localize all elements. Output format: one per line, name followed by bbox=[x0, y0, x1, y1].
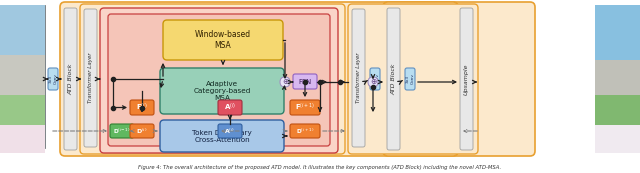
Text: $\mathbf{F}^{(i+1)}$: $\mathbf{F}^{(i+1)}$ bbox=[295, 102, 315, 113]
Text: $\mathbf{A}^{(i)}$: $\mathbf{A}^{(i)}$ bbox=[224, 102, 236, 113]
FancyBboxPatch shape bbox=[110, 124, 134, 138]
FancyBboxPatch shape bbox=[64, 8, 77, 150]
FancyBboxPatch shape bbox=[100, 8, 338, 153]
FancyBboxPatch shape bbox=[163, 20, 283, 60]
Bar bbox=[595, 5, 640, 60]
FancyBboxPatch shape bbox=[160, 120, 284, 152]
Text: ⊕: ⊕ bbox=[282, 78, 288, 86]
FancyBboxPatch shape bbox=[60, 2, 535, 156]
Bar bbox=[0, 5, 45, 55]
FancyBboxPatch shape bbox=[370, 68, 380, 90]
Bar bbox=[0, 5, 45, 148]
Bar bbox=[0, 95, 45, 125]
FancyBboxPatch shape bbox=[460, 8, 473, 150]
Text: Upsample: Upsample bbox=[464, 63, 469, 95]
Text: $\mathbf{D}^{(i\!-\!1)}$: $\mathbf{D}^{(i\!-\!1)}$ bbox=[113, 126, 131, 136]
Text: ⊕: ⊕ bbox=[370, 78, 376, 86]
Text: 3x3
Conv: 3x3 Conv bbox=[371, 74, 380, 84]
FancyBboxPatch shape bbox=[293, 74, 317, 89]
Text: ATD Block: ATD Block bbox=[391, 63, 396, 95]
FancyBboxPatch shape bbox=[160, 68, 284, 114]
Text: Transformer Layer: Transformer Layer bbox=[356, 53, 361, 103]
Bar bbox=[0, 55, 45, 95]
FancyBboxPatch shape bbox=[280, 77, 290, 87]
Text: $\mathbf{D}^{(i)}$: $\mathbf{D}^{(i)}$ bbox=[136, 126, 148, 136]
FancyBboxPatch shape bbox=[387, 8, 400, 150]
FancyBboxPatch shape bbox=[218, 124, 242, 138]
Text: Token Dictionary
Cross-Attention: Token Dictionary Cross-Attention bbox=[192, 130, 252, 143]
Text: Figure 4: The overall architecture of the proposed ATD model. It illustrates the: Figure 4: The overall architecture of th… bbox=[138, 166, 502, 171]
FancyBboxPatch shape bbox=[48, 68, 58, 90]
Bar bbox=[0, 125, 45, 153]
Text: $\mathbf{D}^{(i+1)}$: $\mathbf{D}^{(i+1)}$ bbox=[296, 126, 314, 136]
FancyBboxPatch shape bbox=[290, 100, 320, 115]
FancyBboxPatch shape bbox=[383, 2, 458, 156]
Bar bbox=[595, 95, 640, 125]
Text: Transformer Layer: Transformer Layer bbox=[88, 53, 93, 103]
FancyBboxPatch shape bbox=[218, 100, 242, 115]
Text: 3x3
Conv: 3x3 Conv bbox=[49, 74, 58, 84]
Text: 3x3
Conv: 3x3 Conv bbox=[406, 74, 414, 84]
FancyBboxPatch shape bbox=[405, 68, 415, 90]
Bar bbox=[595, 5, 640, 148]
Text: Adaptive
Category-based
MSA: Adaptive Category-based MSA bbox=[193, 81, 251, 101]
FancyBboxPatch shape bbox=[130, 124, 154, 138]
FancyBboxPatch shape bbox=[368, 77, 378, 87]
FancyBboxPatch shape bbox=[290, 124, 320, 138]
Text: ATD Block: ATD Block bbox=[68, 63, 73, 95]
FancyBboxPatch shape bbox=[80, 4, 345, 154]
Text: FFN: FFN bbox=[298, 79, 312, 84]
FancyBboxPatch shape bbox=[352, 9, 365, 147]
Text: $\mathbf{A}^{(i)}$: $\mathbf{A}^{(i)}$ bbox=[225, 126, 236, 136]
Bar bbox=[595, 125, 640, 153]
Text: $\mathbf{F}^{(i)}$: $\mathbf{F}^{(i)}$ bbox=[136, 102, 148, 113]
FancyBboxPatch shape bbox=[84, 9, 97, 147]
FancyBboxPatch shape bbox=[108, 14, 330, 146]
Bar bbox=[595, 60, 640, 95]
FancyBboxPatch shape bbox=[348, 4, 478, 154]
FancyBboxPatch shape bbox=[130, 100, 154, 115]
Text: Window-based
MSA: Window-based MSA bbox=[195, 30, 251, 50]
